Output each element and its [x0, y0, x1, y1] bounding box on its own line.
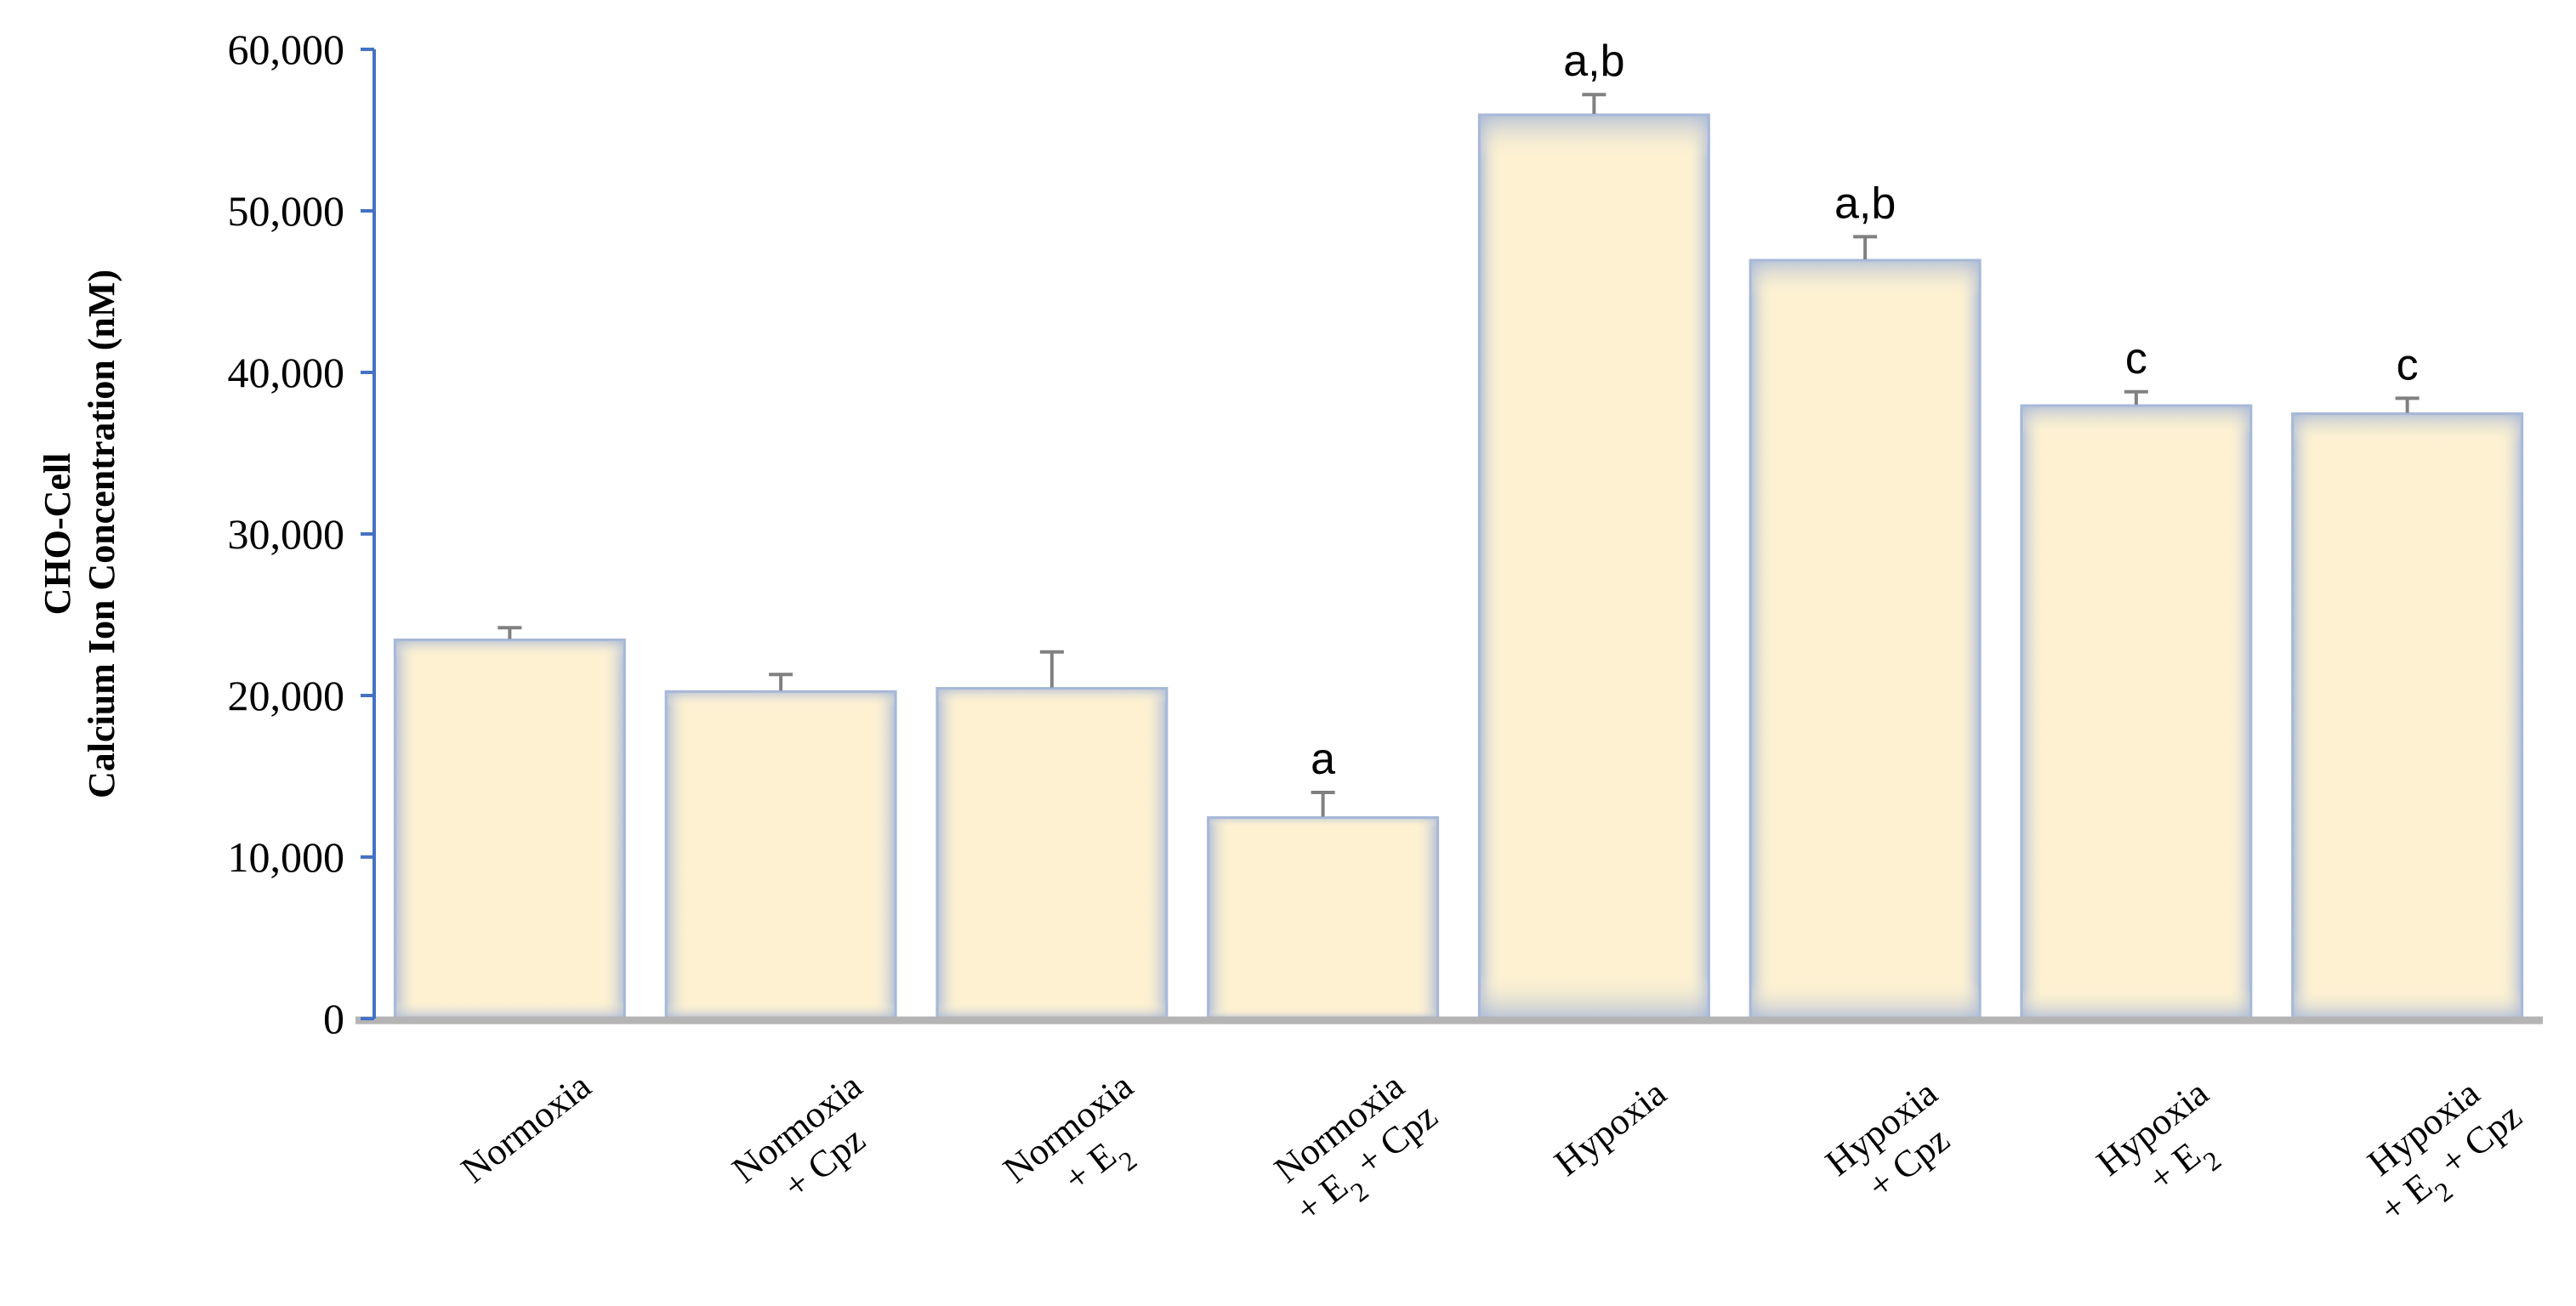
- bar-1: [393, 639, 626, 1019]
- annotation-6: a,b: [1834, 179, 1896, 228]
- bar-4: [1207, 816, 1440, 1019]
- bar-shade-v: [1478, 114, 1710, 1019]
- y-tick-label: 20,000: [228, 672, 345, 719]
- x-tick-label-line: Normoxia: [453, 1065, 599, 1190]
- y-tick-label: 50,000: [228, 187, 345, 235]
- x-tick-label-1: Normoxia: [453, 1065, 599, 1190]
- bar-6: [1749, 258, 1982, 1019]
- x-ticks-group: Normoxia Normoxia+ Cpz Normoxia+ E2 Normoxi…: [453, 1065, 2529, 1231]
- bar-shade-v: [394, 639, 626, 1019]
- bar-8: [2291, 412, 2524, 1019]
- bars-group: [393, 113, 2524, 1019]
- annotations-group: a a,b a,b c c: [1311, 37, 2418, 784]
- annotation-5: a,b: [1563, 37, 1624, 86]
- y-axis-label-line: CHO-Cell: [37, 453, 78, 616]
- x-tick-label-run-text: Normoxia: [453, 1065, 599, 1190]
- x-tick-label-line: Hypoxia: [1547, 1072, 1675, 1184]
- x-tick-label-2: Normoxia+ Cpz: [725, 1065, 873, 1207]
- y-ticks-group: 0 10,000 20,000 30,000 40,000 50,000 60,000: [228, 26, 374, 1042]
- x-tick-label-5: Hypoxia: [1547, 1072, 1675, 1184]
- error-bars-group: [498, 93, 2420, 817]
- annotation-7: c: [2125, 334, 2147, 383]
- x-tick-label-6: Hypoxia+ Cpz: [1817, 1072, 1957, 1207]
- x-tick-label-4: Normoxia+ E2 + Cpz: [1266, 1065, 1445, 1230]
- y-tick-label: 60,000: [228, 26, 345, 73]
- y-tick-label: 30,000: [228, 510, 345, 558]
- x-tick-label-7: Hypoxia+ E2: [2089, 1072, 2226, 1200]
- bar-shade-v: [2291, 412, 2523, 1019]
- bar-5: [1477, 113, 1710, 1019]
- bar-7: [2020, 404, 2253, 1019]
- annotation-4: a: [1311, 735, 1335, 784]
- x-tick-label-run-text: Hypoxia: [1547, 1072, 1675, 1184]
- y-tick-label: 40,000: [228, 349, 345, 396]
- x-tick-label-8: Hypoxia+ E2 + Cpz: [2360, 1072, 2529, 1231]
- bar-shade-v: [1207, 816, 1439, 1019]
- bar-3: [935, 687, 1169, 1019]
- annotation-8: c: [2397, 340, 2419, 389]
- bar-shade-v: [2020, 405, 2252, 1019]
- y-axis-label: CHO-Cell Calcium Ion Concentration (nM): [37, 270, 122, 798]
- y-axis-label-line: Calcium Ion Concentration (nM): [81, 270, 122, 798]
- y-tick-label: 10,000: [228, 833, 345, 881]
- bar-shade-v: [935, 687, 1168, 1019]
- bar-shade-v: [665, 690, 897, 1019]
- bar-2: [664, 690, 897, 1019]
- y-axis-label-block: CHO-Cell Calcium Ion Concentration (nM): [37, 270, 122, 798]
- x-tick-label-3: Normoxia+ E2: [996, 1065, 1143, 1200]
- y-tick-label: 0: [323, 995, 344, 1042]
- bar-shade-v: [1749, 259, 1982, 1019]
